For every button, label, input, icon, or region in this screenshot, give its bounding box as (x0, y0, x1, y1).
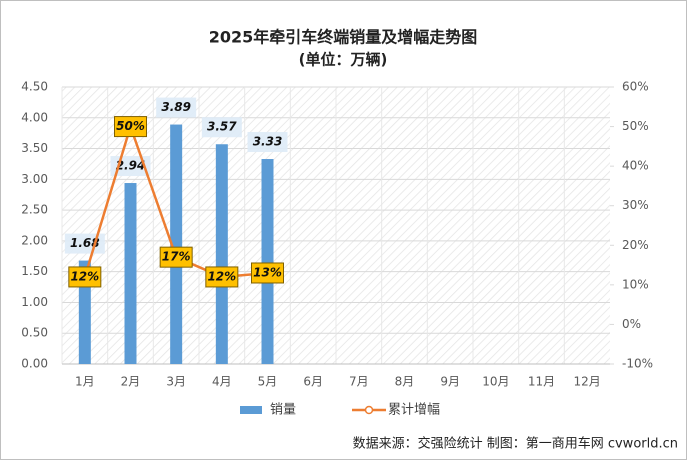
legend-label: 累计增幅 (388, 403, 440, 418)
bar-label: 2.94 (116, 159, 146, 173)
y2-tick-label: 30% (622, 198, 649, 212)
line-label: 12% (70, 269, 99, 283)
bar-label: 3.33 (253, 135, 283, 149)
x-tick-label: 2月 (121, 375, 141, 389)
y-tick-label: 4.00 (21, 110, 48, 124)
y2-tick-label: 20% (622, 238, 649, 252)
line-label: 17% (162, 250, 191, 264)
x-tick-label: 5月 (258, 375, 278, 389)
line-label: 12% (207, 269, 236, 283)
bar (215, 144, 228, 364)
y2-tick-label: -10% (622, 357, 653, 371)
line-label-box (68, 266, 102, 288)
chart-title: 2025年牵引车终端销量及增幅走势图 (209, 28, 478, 47)
y-tick-label: 3.50 (21, 141, 48, 155)
bar-label-box (201, 117, 242, 138)
bar (170, 124, 183, 364)
x-tick-label: 12月 (574, 375, 601, 389)
line-label-box (251, 262, 284, 284)
y-tick-label: 2.50 (21, 203, 48, 217)
y2-tick-label: 40% (622, 159, 649, 173)
line-label: 13% (253, 265, 282, 279)
y-tick-label: 4.50 (21, 80, 48, 94)
legend-label: 销量 (270, 403, 296, 418)
y2-tick-label: 50% (622, 119, 649, 133)
x-tick-label: 11月 (528, 375, 555, 389)
y2-tick-label: 10% (622, 277, 649, 291)
bar-label-box (247, 132, 288, 153)
x-tick-label: 4月 (212, 375, 232, 389)
source-note: 数据来源：交强险统计 制图：第一商用车网 cvworld.cn (353, 436, 678, 452)
x-tick-label: 8月 (395, 375, 415, 389)
bar-label: 1.68 (70, 236, 100, 250)
y-tick-label: 0.50 (21, 326, 48, 340)
line-label-box (205, 266, 239, 288)
bar (261, 159, 274, 364)
x-tick-label: 3月 (166, 375, 186, 389)
y2-tick-label: 60% (622, 80, 649, 94)
legend-marker (364, 405, 374, 415)
chart-subtitle: (单位：万辆) (299, 51, 388, 69)
line-label-box (114, 116, 147, 138)
y-tick-label: 0.00 (21, 357, 48, 371)
y-tick-label: 1.50 (21, 264, 48, 278)
x-tick-label: 10月 (482, 375, 509, 389)
x-tick-label: 9月 (440, 375, 460, 389)
x-tick-label: 7月 (349, 375, 369, 389)
bar-label: 3.57 (207, 120, 237, 134)
y-tick-label: 2.00 (21, 233, 48, 247)
x-tick-label: 6月 (303, 375, 323, 389)
y-tick-label: 3.00 (21, 172, 48, 186)
y2-tick-label: 0% (622, 317, 641, 331)
y-tick-label: 1.00 (21, 295, 48, 309)
bar-label: 3.89 (161, 100, 191, 114)
bar-label-box (156, 97, 197, 118)
line-label-box (159, 246, 193, 268)
x-tick-label: 1月 (75, 375, 95, 389)
bar-label-box (64, 233, 105, 254)
line-label: 50% (116, 119, 145, 133)
bar (124, 183, 137, 364)
legend-swatch (240, 406, 262, 414)
